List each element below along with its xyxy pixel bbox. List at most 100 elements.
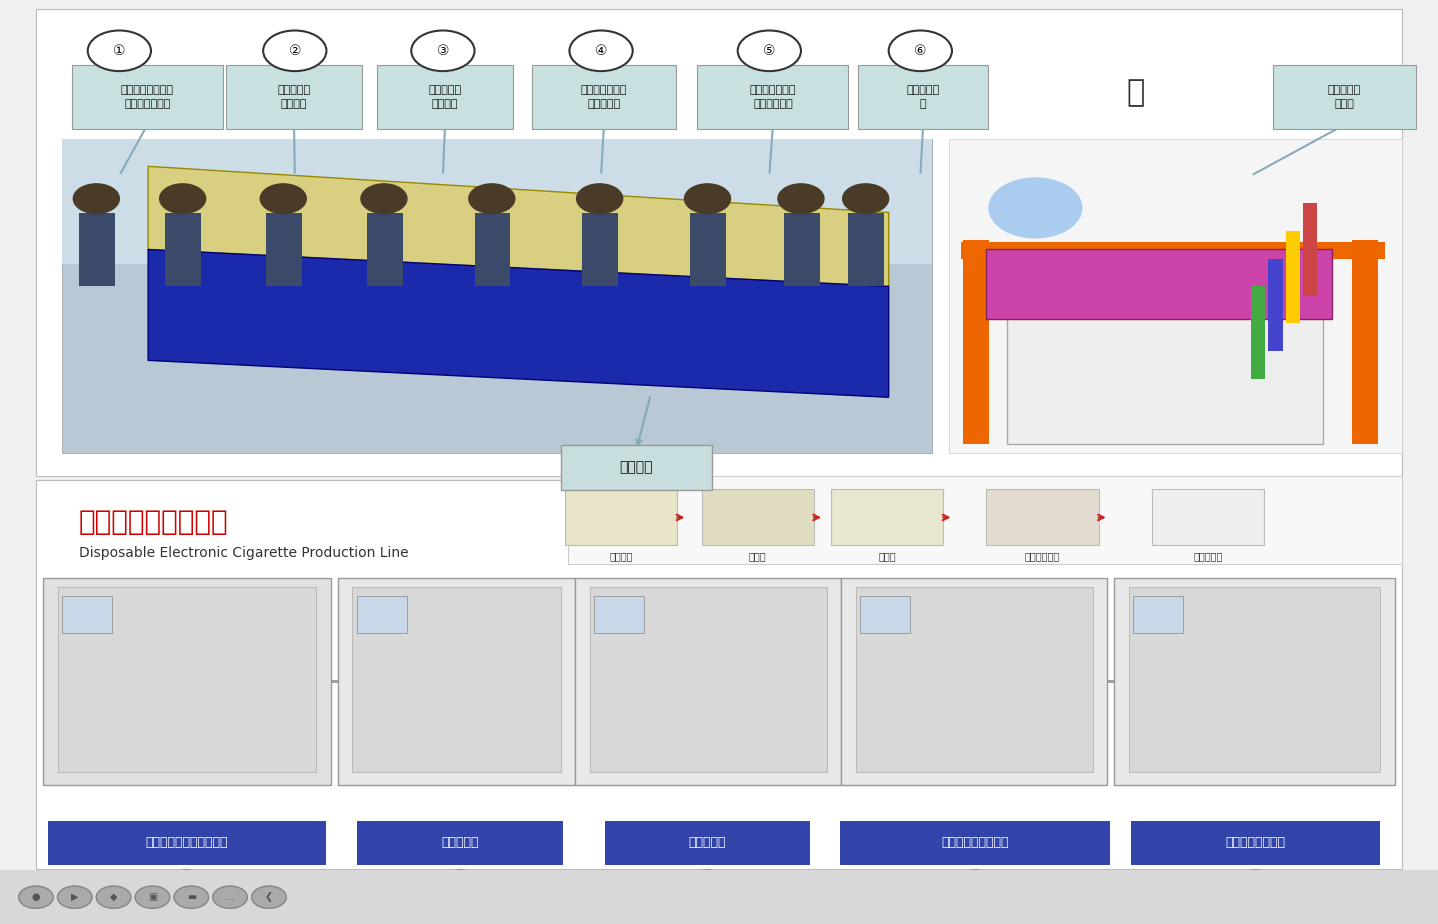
Text: 称重扫码追溯: 称重扫码追溯 <box>1025 552 1060 562</box>
Text: ⑥: ⑥ <box>915 43 926 58</box>
FancyBboxPatch shape <box>561 445 712 490</box>
Circle shape <box>1227 870 1284 907</box>
FancyBboxPatch shape <box>1268 259 1283 351</box>
Text: 自动装袋: 自动装袋 <box>610 552 633 562</box>
Text: 给袋式包装机（装袋机）: 给袋式包装机（装袋机） <box>145 836 229 849</box>
FancyBboxPatch shape <box>72 65 223 129</box>
FancyBboxPatch shape <box>690 213 726 286</box>
FancyBboxPatch shape <box>848 213 884 286</box>
Circle shape <box>431 870 489 907</box>
Text: ⑤: ⑤ <box>764 43 775 58</box>
FancyBboxPatch shape <box>961 242 1385 259</box>
Polygon shape <box>148 249 889 397</box>
Circle shape <box>946 870 1004 907</box>
Text: ②: ② <box>289 43 301 58</box>
Text: 或: 或 <box>1127 78 1145 107</box>
Text: ⑪: ⑪ <box>1251 882 1260 895</box>
FancyBboxPatch shape <box>986 249 1332 319</box>
FancyBboxPatch shape <box>831 489 943 545</box>
FancyBboxPatch shape <box>0 870 1438 924</box>
FancyBboxPatch shape <box>1114 578 1395 785</box>
FancyBboxPatch shape <box>841 578 1107 785</box>
Text: 二维码称重采集追溯: 二维码称重采集追溯 <box>942 836 1008 849</box>
Text: ▣: ▣ <box>148 893 157 902</box>
Text: 中盒装盒机: 中盒装盒机 <box>689 836 726 849</box>
Text: 自动贴标装
硅胶套: 自动贴标装 硅胶套 <box>1327 85 1362 109</box>
Circle shape <box>58 886 92 908</box>
FancyBboxPatch shape <box>1352 240 1378 444</box>
FancyBboxPatch shape <box>1251 286 1265 379</box>
Text: ●: ● <box>32 893 40 902</box>
Circle shape <box>843 184 889 213</box>
FancyBboxPatch shape <box>949 139 1402 453</box>
Text: ④: ④ <box>595 43 607 58</box>
Circle shape <box>135 886 170 908</box>
FancyBboxPatch shape <box>858 65 988 129</box>
FancyBboxPatch shape <box>226 65 362 129</box>
FancyBboxPatch shape <box>860 596 910 633</box>
Text: 一次性电子烟生产线: 一次性电子烟生产线 <box>79 508 229 536</box>
Circle shape <box>252 886 286 908</box>
Text: ⑧: ⑧ <box>454 882 466 895</box>
Circle shape <box>738 30 801 71</box>
Circle shape <box>19 886 53 908</box>
Circle shape <box>73 184 119 213</box>
FancyBboxPatch shape <box>377 65 513 129</box>
FancyBboxPatch shape <box>43 578 331 785</box>
Text: 自动测吸阻（一
次可测十个）: 自动测吸阻（一 次可测十个） <box>749 85 797 109</box>
Text: 五头注油机
自动注油: 五头注油机 自动注油 <box>278 85 311 109</box>
Text: 自动压盖（一次
压五十个）: 自动压盖（一次 压五十个） <box>581 85 627 109</box>
FancyBboxPatch shape <box>565 489 677 545</box>
FancyBboxPatch shape <box>1303 203 1317 296</box>
FancyBboxPatch shape <box>697 65 848 129</box>
Text: ⑨: ⑨ <box>702 882 713 895</box>
Circle shape <box>469 184 515 213</box>
Circle shape <box>260 184 306 213</box>
Text: 装小盒: 装小盒 <box>749 552 766 562</box>
Text: …: … <box>226 893 234 902</box>
FancyBboxPatch shape <box>963 240 989 444</box>
Text: ③: ③ <box>437 43 449 58</box>
FancyBboxPatch shape <box>1130 821 1379 865</box>
FancyBboxPatch shape <box>532 65 676 129</box>
Circle shape <box>569 30 633 71</box>
FancyBboxPatch shape <box>266 213 302 286</box>
FancyBboxPatch shape <box>36 9 1402 476</box>
Text: 收缩膜封切包装机: 收缩膜封切包装机 <box>1225 836 1286 849</box>
FancyBboxPatch shape <box>1152 489 1264 545</box>
Text: 人工组装硅
胶和吸嘴: 人工组装硅 胶和吸嘴 <box>429 85 462 109</box>
Circle shape <box>160 184 206 213</box>
Text: ❮: ❮ <box>265 893 273 902</box>
FancyBboxPatch shape <box>840 821 1110 865</box>
Text: ①: ① <box>114 43 125 58</box>
Text: ⑦: ⑦ <box>181 882 193 895</box>
Text: 不良排出: 不良排出 <box>620 460 653 475</box>
FancyBboxPatch shape <box>594 596 644 633</box>
FancyBboxPatch shape <box>49 821 325 865</box>
Circle shape <box>88 30 151 71</box>
Circle shape <box>96 886 131 908</box>
FancyBboxPatch shape <box>1007 314 1323 444</box>
FancyBboxPatch shape <box>36 480 1402 869</box>
FancyBboxPatch shape <box>856 587 1093 772</box>
Text: 人工装硅胶
套: 人工装硅胶 套 <box>906 85 940 109</box>
Circle shape <box>778 184 824 213</box>
FancyBboxPatch shape <box>62 139 932 453</box>
FancyBboxPatch shape <box>475 213 510 286</box>
Circle shape <box>411 30 475 71</box>
FancyBboxPatch shape <box>1286 231 1300 323</box>
FancyBboxPatch shape <box>702 489 814 545</box>
Circle shape <box>174 886 209 908</box>
Circle shape <box>263 30 326 71</box>
FancyBboxPatch shape <box>367 213 403 286</box>
FancyBboxPatch shape <box>352 587 561 772</box>
Text: ⑩: ⑩ <box>969 882 981 895</box>
FancyBboxPatch shape <box>338 578 575 785</box>
FancyBboxPatch shape <box>62 596 112 633</box>
Text: ▶: ▶ <box>70 893 79 902</box>
FancyBboxPatch shape <box>357 821 562 865</box>
Text: ▬: ▬ <box>187 893 196 902</box>
FancyBboxPatch shape <box>1129 587 1380 772</box>
FancyBboxPatch shape <box>784 213 820 286</box>
Circle shape <box>158 870 216 907</box>
